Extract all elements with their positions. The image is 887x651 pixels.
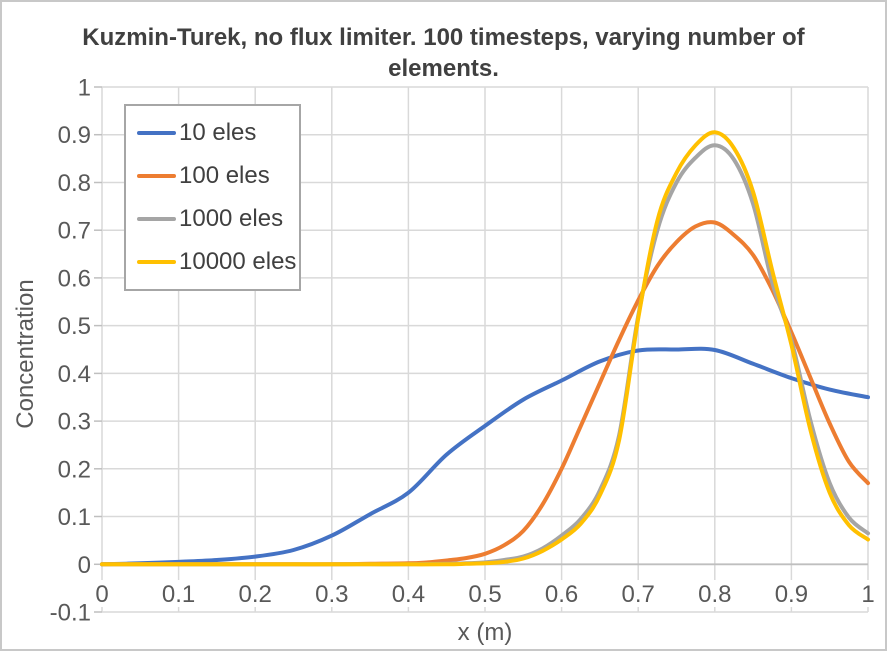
x-tick-label-bg (462, 580, 508, 607)
legend-item-1000-eles: 1000 eles (137, 205, 299, 233)
x-tick-label-bg (692, 580, 738, 607)
x-tick-label: 1 (861, 581, 874, 608)
legend-item-10000-eles: 10000 eles (137, 248, 299, 276)
x-tick-label-bg (615, 580, 661, 607)
x-tick-label: 0.5 (468, 581, 501, 608)
y-tick-label: 0.1 (58, 504, 91, 531)
y-tick-label: 0.4 (58, 361, 91, 388)
y-tick-label: 0 (78, 552, 91, 579)
series-line-10-eles (100, 346, 870, 567)
y-tick-label: 0.5 (58, 313, 91, 340)
x-tick-label-bg (156, 580, 202, 607)
x-tick-label: 0.7 (622, 581, 655, 608)
x-tick-label: 0 (95, 581, 108, 608)
legend-label-10000-eles: 10000 eles (179, 248, 297, 276)
legend-item-100-eles: 100 eles (137, 162, 299, 190)
x-tick-label: 0.6 (545, 581, 578, 608)
y-tick-label: 0.8 (58, 170, 91, 197)
y-tick-label: 0.6 (58, 265, 91, 292)
y-tick-label: 1 (78, 75, 91, 102)
x-tick-label-bg (768, 580, 814, 607)
x-tick-label: 0.2 (239, 581, 272, 608)
legend-label-1000-eles: 1000 eles (179, 205, 284, 233)
x-tick-label: 0.4 (392, 581, 425, 608)
legend-swatch-100-eles (137, 173, 176, 178)
y-tick-label: 0.3 (58, 409, 91, 436)
y-axis-title: Concentration (12, 279, 39, 429)
legend-label-100-eles: 100 eles (179, 161, 270, 189)
x-tick-label: 0.8 (698, 581, 731, 608)
y-tick-label: 0.7 (58, 218, 91, 245)
x-tick-label-bg (232, 580, 278, 607)
x-tick-label-bg (309, 580, 355, 607)
legend-swatch-10000-eles (137, 260, 176, 265)
chart-title: Kuzmin-Turek, no flux limiter. 100 times… (2, 22, 885, 84)
x-tick-label-bg (92, 580, 112, 607)
x-tick-label: 0.9 (775, 581, 808, 608)
series-line-10000-eles (100, 130, 870, 567)
chart-title-line-1: Kuzmin-Turek, no flux limiter. 100 times… (82, 24, 805, 51)
x-axis-title: x (m) (457, 619, 513, 646)
y-tick-label: 0.9 (58, 122, 91, 149)
chart-title-line-2: elements. (388, 55, 499, 83)
legend-item-10-eles: 10 eles (137, 119, 299, 147)
x-tick-label: 0.3 (315, 581, 348, 608)
x-tick-label: 0.1 (162, 581, 195, 608)
legend-label-10-eles: 10 eles (179, 118, 257, 146)
y-tick-label: 0.2 (58, 456, 91, 483)
x-tick-label-bg (539, 580, 585, 607)
legend-swatch-10-eles (137, 130, 176, 135)
legend-swatch-1000-eles (137, 217, 176, 222)
legend: 10 eles 100 eles 1000 eles 10000 eles (124, 104, 301, 291)
x-tick-label-bg (385, 580, 431, 607)
y-tick-label: -0.1 (50, 600, 91, 627)
x-tick-label-bg (858, 580, 878, 607)
